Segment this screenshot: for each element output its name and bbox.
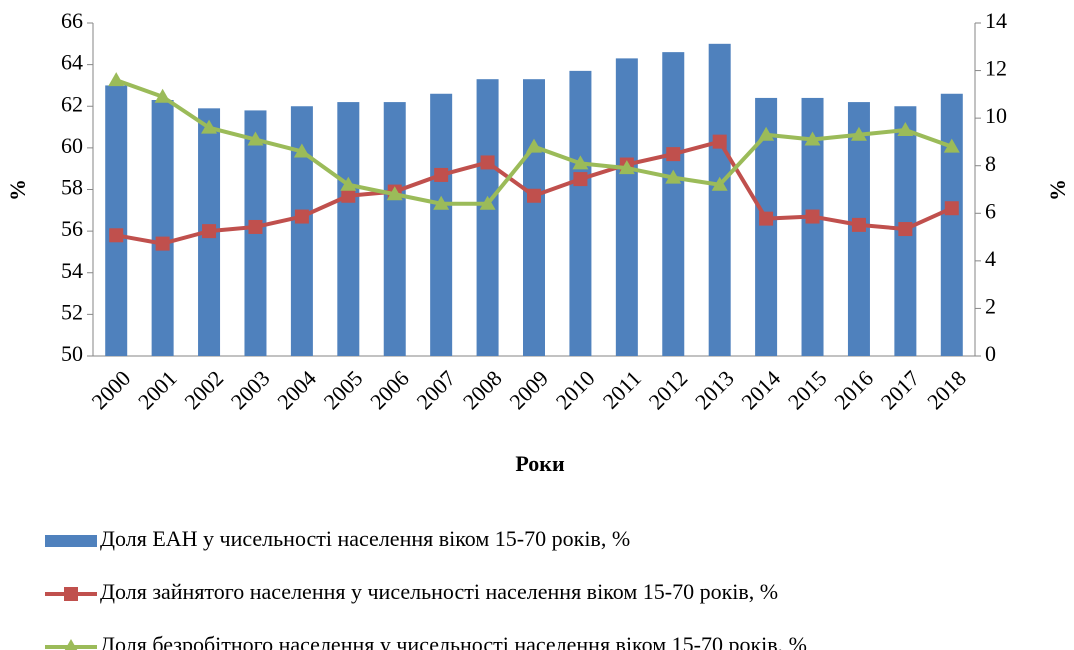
bar <box>708 43 731 356</box>
x-tick-label: 2009 <box>504 365 553 414</box>
marker <box>851 217 866 232</box>
x-tick-label: 2010 <box>551 365 600 414</box>
x-axis-title: Роки <box>515 451 565 476</box>
marker <box>527 188 541 203</box>
bar <box>940 93 963 356</box>
marker <box>804 131 821 146</box>
y-tick-label: 66 <box>61 8 83 33</box>
bar <box>290 106 313 356</box>
x-tick-label: 2001 <box>133 365 182 414</box>
marker <box>108 72 125 87</box>
x-tick-label: 2012 <box>644 365 693 414</box>
y2-tick-label: 14 <box>985 8 1007 33</box>
bar <box>337 102 360 357</box>
y2-tick-label: 2 <box>985 293 996 318</box>
marker <box>944 201 959 216</box>
x-tick-label: 2000 <box>87 365 136 414</box>
bar <box>430 93 453 356</box>
marker <box>759 211 774 226</box>
marker <box>898 222 913 237</box>
y-tick-label: 52 <box>61 299 83 324</box>
x-tick-label: 2015 <box>783 365 832 414</box>
y-tick-label: 64 <box>61 50 83 75</box>
x-tick-label: 2017 <box>876 365 925 414</box>
marker <box>340 176 357 191</box>
y2-tick-label: 8 <box>985 151 996 176</box>
marker <box>618 160 635 175</box>
marker <box>526 138 542 153</box>
marker <box>573 172 588 187</box>
y2-tick-label: 0 <box>985 341 996 366</box>
marker <box>758 126 775 141</box>
y2-tick-label: 6 <box>985 198 996 223</box>
marker <box>943 138 960 153</box>
marker <box>294 209 309 224</box>
y-tick-label: 58 <box>61 175 83 200</box>
x-tick-label: 2014 <box>736 365 785 414</box>
marker <box>711 176 728 191</box>
x-tick-label: 2007 <box>411 365 460 414</box>
marker <box>109 228 124 243</box>
marker <box>202 224 217 239</box>
legend-label: Доля безробітного населення у чисельност… <box>100 632 807 650</box>
x-tick-label: 2003 <box>226 365 275 414</box>
y-axis-title: % <box>5 179 30 201</box>
bar <box>662 52 685 356</box>
legend-label: Доля ЕАН у чисельності населення віком 1… <box>100 526 630 551</box>
x-tick-label: 2006 <box>365 365 414 414</box>
marker <box>386 186 403 201</box>
bar <box>105 85 128 356</box>
y-tick-label: 56 <box>61 216 83 241</box>
x-tick-label: 2013 <box>690 365 739 414</box>
marker <box>572 155 589 170</box>
x-tick-label: 2008 <box>458 365 507 414</box>
bar <box>801 97 824 357</box>
y-tick-label: 60 <box>61 133 83 158</box>
marker <box>433 195 450 210</box>
marker <box>897 122 914 137</box>
y-tick-label: 62 <box>61 91 83 116</box>
y2-axis-title: % <box>1045 179 1070 201</box>
x-tick-label: 2016 <box>829 365 878 414</box>
bar <box>383 102 406 357</box>
marker <box>248 219 263 234</box>
y2-tick-label: 12 <box>985 56 1007 81</box>
legend-swatch <box>45 535 97 547</box>
marker <box>666 147 681 162</box>
legend-marker <box>64 639 78 650</box>
marker <box>247 131 264 146</box>
legend-marker <box>64 587 78 601</box>
marker <box>155 236 170 251</box>
marker <box>805 209 820 224</box>
x-tick-label: 2002 <box>179 365 228 414</box>
marker <box>479 195 496 210</box>
legend-label: Доля зайнятого населення у чисельності н… <box>100 579 778 604</box>
bar <box>151 100 174 356</box>
y-tick-label: 54 <box>61 258 83 283</box>
bar <box>523 79 545 356</box>
x-tick-label: 2018 <box>922 365 971 414</box>
marker <box>850 126 867 141</box>
marker <box>154 88 171 103</box>
bar <box>476 79 499 356</box>
marker <box>665 169 682 184</box>
marker <box>480 155 495 170</box>
y2-tick-label: 4 <box>985 246 996 271</box>
y2-tick-label: 10 <box>985 103 1007 128</box>
marker <box>201 119 218 134</box>
x-tick-label: 2004 <box>272 365 321 414</box>
marker <box>341 188 356 203</box>
marker <box>712 134 727 149</box>
bar <box>615 58 638 356</box>
x-tick-label: 2011 <box>598 365 646 413</box>
y-tick-label: 50 <box>61 341 83 366</box>
marker <box>293 143 310 158</box>
bar <box>569 70 592 357</box>
marker <box>434 167 449 182</box>
x-tick-label: 2005 <box>319 365 368 414</box>
bar <box>755 97 778 357</box>
